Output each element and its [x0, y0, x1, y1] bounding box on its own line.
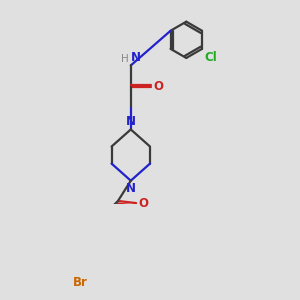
Text: O: O: [154, 80, 164, 93]
Text: Br: Br: [73, 276, 88, 289]
Text: O: O: [139, 196, 149, 210]
Text: N: N: [131, 51, 141, 64]
Text: H: H: [121, 54, 129, 64]
Text: N: N: [126, 182, 136, 195]
Text: Cl: Cl: [205, 51, 217, 64]
Text: N: N: [126, 115, 136, 128]
